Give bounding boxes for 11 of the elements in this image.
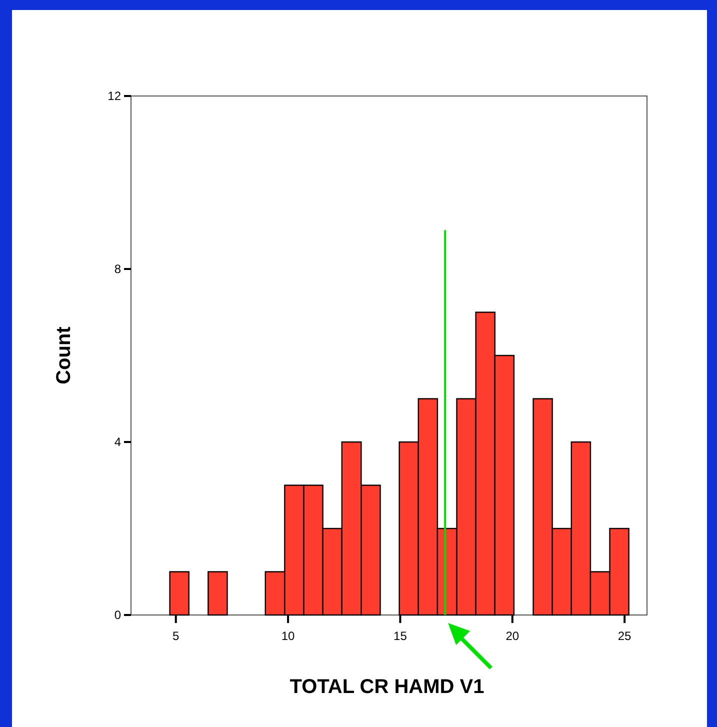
- y-tick-label: 4: [114, 435, 122, 450]
- x-tick-label: 5: [172, 629, 180, 643]
- y-tick-label: 8: [114, 262, 122, 276]
- y-axis-title: Count: [53, 326, 75, 384]
- x-axis-title: TOTAL CR HAMD V1: [290, 676, 484, 698]
- y-tick-label: 0: [114, 608, 122, 622]
- x-tick-label: 10: [281, 629, 296, 643]
- y-tick-label: 12: [108, 89, 122, 104]
- x-tick-label: 20: [506, 629, 520, 643]
- x-tick-label: 15: [394, 629, 408, 643]
- x-tick-label: 25: [618, 629, 632, 643]
